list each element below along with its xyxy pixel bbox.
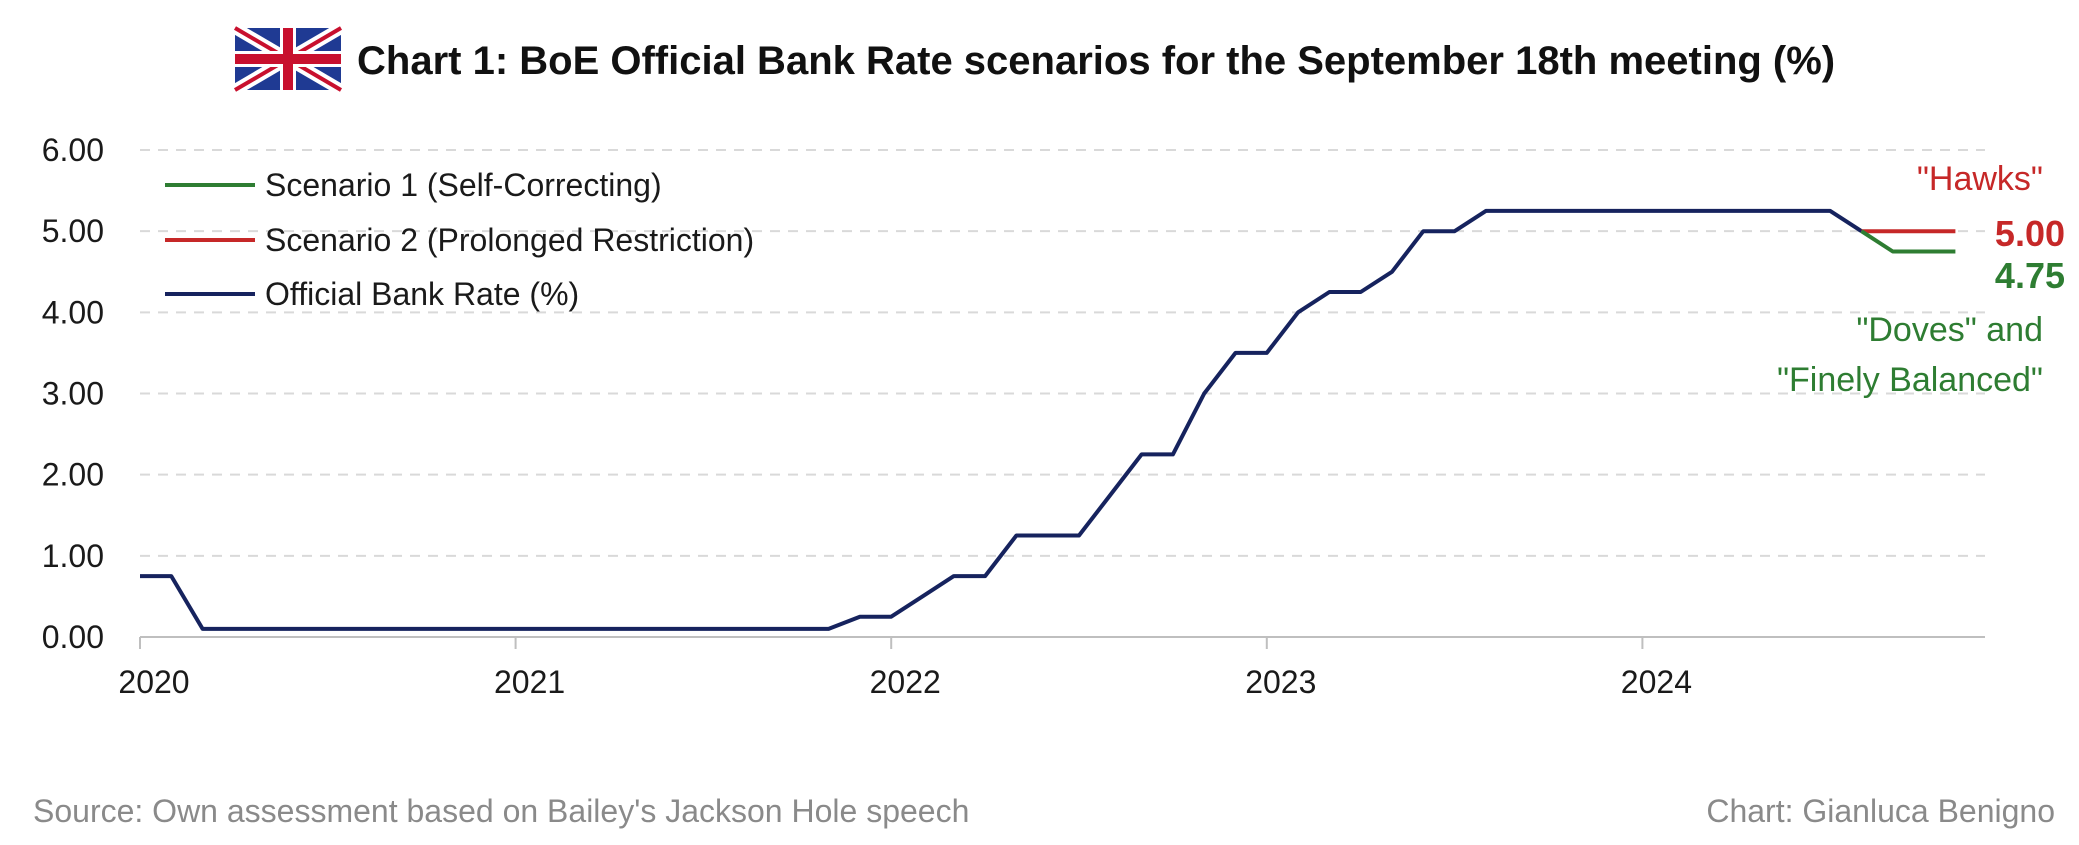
axes: 0.00 1.00 2.00 3.00 4.00 5.00 6.00 2020 2021 2022…	[42, 132, 1985, 700]
annotation-doves-line-2: "Finely Balanced"	[1777, 361, 2043, 399]
annotation-doves-line-1: "Doves" and	[1856, 311, 2043, 349]
y-tick-label: 4.00	[42, 294, 104, 330]
uk-flag-icon	[231, 22, 345, 96]
annotation-hawks: "Hawks"	[1917, 160, 2043, 198]
series-scenario-1	[1860, 229, 1956, 254]
chart-title: Chart 1: BoE Official Bank Rate scenario…	[357, 39, 1835, 83]
y-tick-label: 5.00	[42, 213, 104, 249]
end-label-scenario-2: 5.00	[1995, 213, 2065, 254]
legend-label-official: Official Bank Rate (%)	[265, 276, 579, 312]
y-tick-label: 6.00	[42, 132, 104, 168]
x-tick-label: 2023	[1245, 664, 1316, 700]
x-tick-label: 2022	[870, 664, 941, 700]
series-official-bank-rate	[140, 208, 1863, 631]
legend-label-scenario-1: Scenario 1 (Self-Correcting)	[265, 167, 662, 203]
footer-credit: Chart: Gianluca Benigno	[1706, 793, 2055, 829]
y-tick-label: 2.00	[42, 457, 104, 493]
y-tick-label: 0.00	[42, 619, 104, 655]
legend: Scenario 1 (Self-Correcting) Scenario 2 …	[165, 167, 754, 312]
footer-source: Source: Own assessment based on Bailey's…	[33, 793, 969, 829]
y-tick-label: 3.00	[42, 376, 104, 412]
y-tick-label: 1.00	[42, 538, 104, 574]
x-tick-label: 2020	[118, 664, 189, 700]
series-lines	[140, 208, 1956, 631]
gridlines	[140, 149, 1985, 557]
x-tick-label: 2021	[494, 664, 565, 700]
x-tick-label: 2024	[1621, 664, 1692, 700]
end-label-scenario-1: 4.75	[1995, 255, 2065, 296]
legend-label-scenario-2: Scenario 2 (Prolonged Restriction)	[265, 222, 754, 258]
